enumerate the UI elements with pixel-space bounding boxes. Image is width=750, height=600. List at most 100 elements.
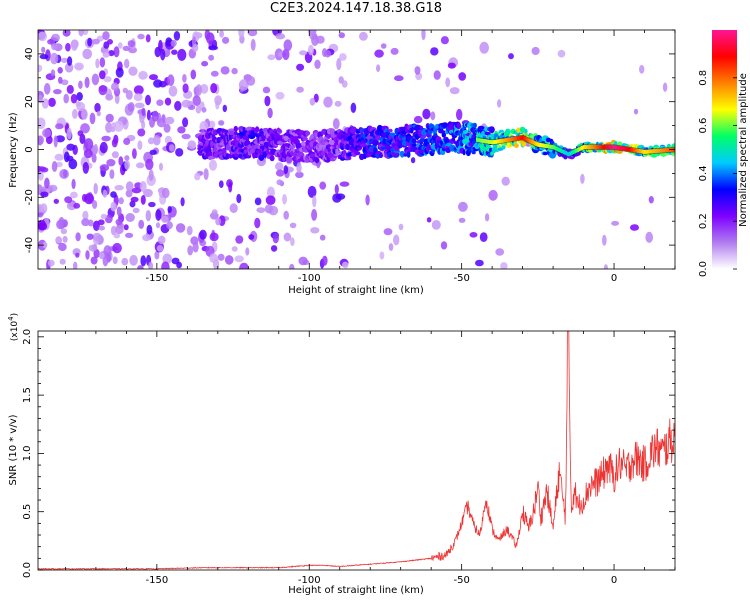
noise-blob <box>50 69 56 77</box>
noise-blob <box>322 255 328 266</box>
noise-blob <box>66 201 77 211</box>
noise-blob <box>76 92 83 101</box>
ridge-segment <box>594 145 598 150</box>
noise-blob <box>118 197 124 205</box>
noise-blob <box>125 90 133 100</box>
noise-blob <box>42 128 52 138</box>
x-tick-label: -100 <box>298 273 321 284</box>
noise-blob <box>187 245 194 256</box>
noise-blob <box>177 48 187 61</box>
ridge-segment <box>497 139 500 144</box>
noise-blob <box>82 48 92 60</box>
y-tick-label: 0 <box>24 146 35 152</box>
spectrogram-area <box>38 30 675 269</box>
ridge-segment <box>611 145 615 150</box>
noise-blob <box>182 74 187 83</box>
noise-blob <box>82 162 90 174</box>
noise-blob <box>138 219 145 229</box>
noise-blob <box>430 47 439 56</box>
signal-blob <box>286 156 293 164</box>
noise-blob <box>311 209 318 221</box>
noise-blob <box>99 141 108 154</box>
noise-blob <box>611 220 620 226</box>
noise-blob <box>531 46 540 56</box>
signal-blob <box>265 149 270 155</box>
noise-blob <box>236 193 242 204</box>
noise-blob <box>115 225 124 235</box>
ridge-segment <box>581 145 584 150</box>
ridge-segment <box>515 136 519 141</box>
ridge-segment <box>514 136 517 141</box>
noise-blob <box>275 33 286 40</box>
noise-blob <box>182 117 189 128</box>
noise-blob <box>209 232 219 242</box>
ridge-segment <box>521 135 525 140</box>
noise-blob <box>267 54 276 61</box>
noise-blob <box>190 69 197 80</box>
ridge-segment <box>530 139 534 144</box>
noise-blob <box>248 234 255 240</box>
noise-blob <box>383 228 393 236</box>
signal-blob <box>233 125 238 132</box>
colorbar-label: Normalized spectral amplitude <box>738 73 749 227</box>
noise-blob <box>93 143 99 155</box>
ridge-segment <box>663 148 666 153</box>
ridge-segment <box>657 148 660 153</box>
noise-blob <box>265 195 276 205</box>
ridge-segment <box>542 143 546 148</box>
noise-blob <box>58 217 65 229</box>
noise-blob <box>138 70 148 80</box>
noise-blob <box>413 115 423 124</box>
ridge-segment <box>652 149 656 154</box>
noise-blob <box>62 235 68 243</box>
noise-blob <box>110 201 117 212</box>
noise-blob <box>332 118 340 130</box>
ridge-segment <box>649 149 653 154</box>
noise-blob <box>231 246 238 252</box>
ridge-segment <box>562 150 566 155</box>
ridge-segment <box>651 149 654 154</box>
ridge-segment <box>579 146 583 151</box>
noise-blob <box>171 49 178 55</box>
noise-blob <box>235 235 244 244</box>
noise-blob <box>39 167 49 173</box>
ridge-segment <box>475 137 479 142</box>
noise-blob <box>154 250 160 260</box>
noise-blob <box>290 237 295 247</box>
ridge-segment <box>646 149 650 154</box>
noise-blob <box>458 201 468 212</box>
noise-blob <box>81 109 88 120</box>
noise-blob <box>122 45 131 52</box>
noise-blob <box>111 151 119 159</box>
ridge-segment <box>553 145 557 150</box>
y-tick-label: 2.0 <box>22 329 33 345</box>
noise-blob <box>323 96 333 108</box>
noise-blob <box>80 123 90 134</box>
noise-blob <box>299 50 308 56</box>
noise-blob <box>87 37 92 47</box>
noise-blob <box>47 184 58 192</box>
noise-blob <box>310 227 320 234</box>
noise-blob <box>92 232 102 242</box>
noise-blob <box>91 73 100 86</box>
noise-blob <box>484 213 490 222</box>
noise-blob <box>309 97 316 106</box>
noise-blob <box>137 33 145 40</box>
noise-blob <box>75 232 81 242</box>
signal-blob <box>389 132 396 138</box>
noise-blob <box>109 169 115 180</box>
noise-blob <box>229 203 238 214</box>
signal-blob <box>328 138 335 146</box>
noise-blob <box>113 46 120 58</box>
noise-blob <box>500 262 508 269</box>
noise-blob <box>83 149 93 159</box>
noise-blob <box>91 153 97 163</box>
noise-blob <box>64 196 73 204</box>
noise-blob <box>60 57 68 63</box>
noise-blob <box>78 30 84 37</box>
noise-blob <box>270 245 278 252</box>
noise-blob <box>275 169 285 177</box>
noise-blob <box>307 44 314 56</box>
noise-blob <box>134 102 145 109</box>
noise-blob <box>99 57 106 68</box>
